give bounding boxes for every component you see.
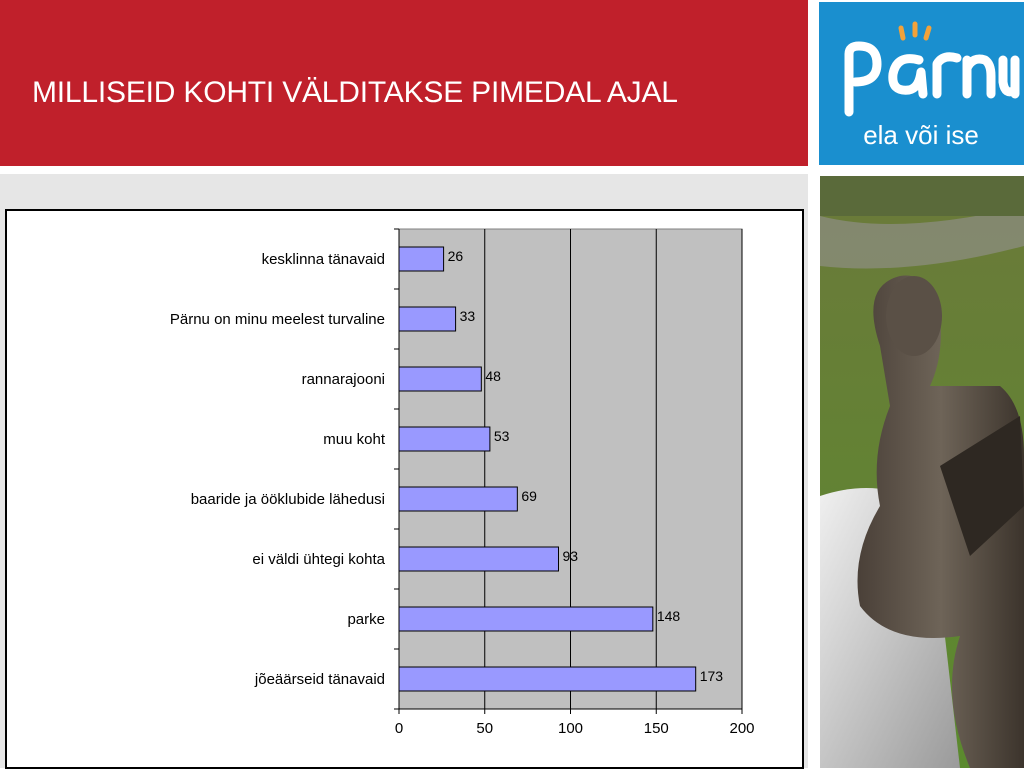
title-banner: MILLISEID KOHTI VÄLDITAKSE PIMEDAL AJAL — [0, 0, 808, 166]
statue-photo-graphic — [820, 176, 1024, 768]
value-label: 148 — [657, 608, 681, 624]
axes — [394, 228, 743, 714]
x-tick-label: 50 — [476, 720, 493, 737]
category-label: muu koht — [323, 431, 386, 448]
value-label: 33 — [460, 308, 476, 324]
category-labels: kesklinna tänavaid Pärnu on minu meelest … — [170, 251, 386, 688]
bar — [398, 246, 445, 272]
x-tick-label: 150 — [644, 720, 669, 737]
chart-frame: 26 33 48 53 69 93 148 173 kesklinna tänavaid Pär… — [5, 209, 804, 769]
x-tick-label: 0 — [395, 720, 403, 737]
slide-title: MILLISEID KOHTI VÄLDITAKSE PIMEDAL AJAL — [32, 76, 678, 109]
category-label: parke — [347, 611, 385, 628]
bar — [398, 666, 697, 692]
bar — [398, 426, 491, 452]
category-label: kesklinna tänavaid — [262, 251, 385, 268]
value-label: 69 — [521, 488, 537, 504]
parnu-logo-graphic: ela või ise — [844, 21, 1020, 150]
x-tick-labels: 0 50 100 150 200 — [395, 720, 755, 737]
value-label: 93 — [562, 548, 578, 564]
bars — [398, 246, 697, 692]
sun-rays-icon — [898, 21, 932, 41]
category-label: rannarajooni — [302, 371, 385, 388]
category-label: Pärnu on minu meelest turvaline — [170, 311, 385, 328]
bar — [398, 486, 518, 512]
value-label: 53 — [494, 428, 510, 444]
value-label: 173 — [700, 668, 724, 684]
bar — [398, 546, 559, 572]
value-label: 48 — [485, 368, 501, 384]
x-tick-label: 100 — [558, 720, 583, 737]
bar — [398, 366, 482, 392]
category-label: jõeäärseid tänavaid — [254, 671, 385, 688]
value-label: 26 — [448, 248, 464, 264]
logo-tagline: ela või ise — [863, 120, 979, 150]
bar — [398, 606, 654, 632]
value-labels: 26 33 48 53 69 93 148 173 — [448, 248, 724, 684]
parnu-logo: ela või ise — [819, 2, 1024, 165]
statue-photo — [820, 176, 1024, 768]
bar — [398, 306, 457, 332]
parnu-wordmark — [844, 41, 1020, 117]
category-label: baaride ja ööklubide lähedusi — [191, 491, 385, 508]
x-tick-label: 200 — [729, 720, 754, 737]
category-label: ei väldi ühtegi kohta — [252, 551, 385, 568]
bar-chart: 26 33 48 53 69 93 148 173 kesklinna tänavaid Pär… — [170, 228, 755, 737]
